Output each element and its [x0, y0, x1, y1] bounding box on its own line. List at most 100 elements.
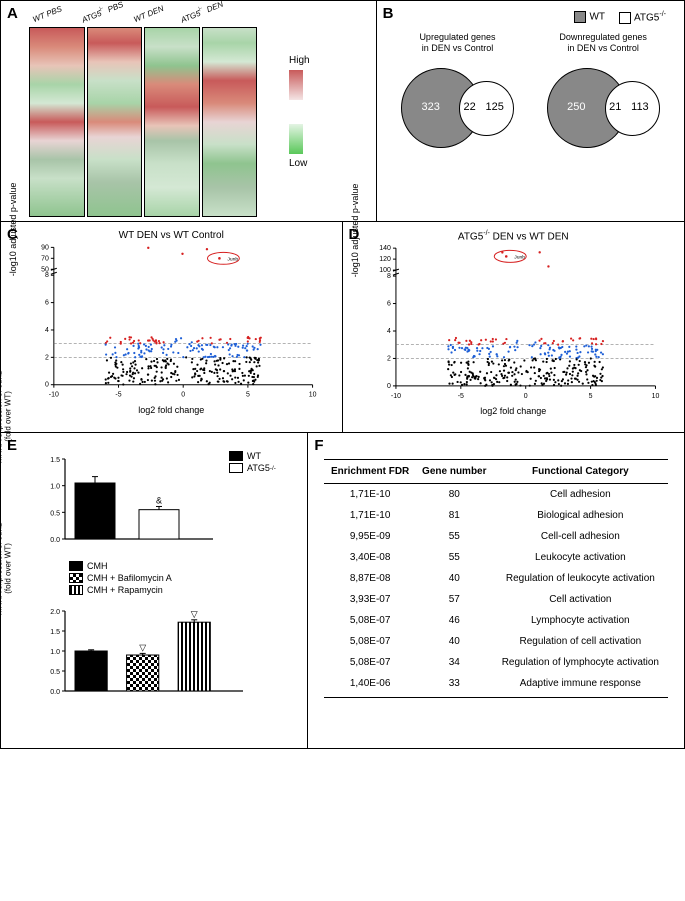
svg-text:-10: -10 [49, 392, 59, 399]
d-ylabel: -log10 adjusted p-value [350, 184, 360, 278]
svg-text:4: 4 [387, 328, 391, 335]
svg-text:0.5: 0.5 [50, 669, 60, 676]
d-xlabel: log2 fold change [351, 406, 677, 416]
svg-text:0.5: 0.5 [50, 510, 60, 517]
table-cell: 55 [416, 547, 493, 568]
svg-text:8: 8 [387, 273, 391, 280]
bar-chart-1: mRNA expression of JunB(fold over WT) 0.… [37, 451, 217, 551]
scatter-d: -log10 adjusted p-value -10-505100246810… [364, 244, 663, 404]
panel-f: F Enrichment FDRGene numberFunctional Ca… [308, 433, 684, 748]
legend-high-label: High [289, 55, 310, 66]
svg-text:-5: -5 [115, 392, 121, 399]
heatmap-legend: High Low [289, 55, 310, 169]
table-row: 1,71E-1080Cell adhesion [324, 484, 668, 506]
table-cell: 5,08E-07 [324, 610, 416, 631]
table-header: Enrichment FDR [324, 460, 416, 484]
legend-atg5: ATG5-/- [619, 11, 666, 24]
bar2-svg: 0.00.51.01.52.0▽▽ [37, 603, 247, 703]
heatmap-col-labels: WT PBS ATG5-/- PBS WT DEN ATG5-/- DEN [29, 15, 259, 25]
table-header: Functional Category [493, 460, 668, 484]
venn-up-title: Upregulated genesin DEN vs Control [397, 32, 517, 55]
svg-text:6: 6 [387, 301, 391, 308]
table-cell: 1,71E-10 [324, 505, 416, 526]
figure-container: A WT PBS ATG5-/- PBS WT DEN ATG5-/- DEN … [0, 0, 685, 749]
svg-text:140: 140 [379, 245, 391, 252]
venn-down-n2: 21 [609, 101, 621, 113]
table-cell: 33 [416, 673, 493, 698]
table-cell: Leukocyte activation [493, 547, 668, 568]
table-cell: 3,40E-08 [324, 547, 416, 568]
svg-text:1.5: 1.5 [50, 457, 60, 464]
enrichment-table: Enrichment FDRGene numberFunctional Cate… [324, 459, 668, 698]
scatter-c: -log10 adjusted p-value -10-505100246850… [22, 243, 321, 403]
svg-text:&: & [156, 495, 162, 505]
svg-text:Junb: Junb [227, 256, 238, 262]
hm-col-0 [29, 27, 85, 217]
svg-text:0.0: 0.0 [50, 689, 60, 696]
svg-text:2: 2 [45, 354, 49, 361]
bar1-leg-atg5: ATG5-/- [229, 463, 276, 473]
svg-text:-10: -10 [390, 393, 400, 400]
row-3: E mRNA expression of JunB(fold over WT) … [1, 433, 684, 748]
table-cell: Regulation of leukocyte activation [493, 568, 668, 589]
table-cell: 81 [416, 505, 493, 526]
svg-text:50: 50 [41, 266, 49, 273]
heatmap: WT PBS ATG5-/- PBS WT DEN ATG5-/- DEN [29, 27, 259, 217]
panel-f-label: F [314, 437, 323, 454]
svg-text:▽: ▽ [139, 642, 146, 652]
bar1-ylabel: mRNA expression of JunB(fold over WT) [0, 370, 13, 463]
table-cell: 8,87E-08 [324, 568, 416, 589]
bar2-legend: CMH CMH + Bafilomycin A CMH + Rapamycin [69, 561, 299, 595]
table-cell: Regulation of cell activation [493, 631, 668, 652]
svg-text:0: 0 [387, 383, 391, 390]
venn-up-n2: 22 [463, 101, 475, 113]
panel-c-title: WT DEN vs WT Control [9, 230, 334, 241]
svg-text:10: 10 [309, 392, 317, 399]
svg-text:120: 120 [379, 256, 391, 263]
table-header-row: Enrichment FDRGene numberFunctional Cate… [324, 460, 668, 484]
bar2-leg-cmh: CMH [69, 561, 299, 571]
table-cell: Cell-cell adhesion [493, 526, 668, 547]
bar-chart-1-block: mRNA expression of JunB(fold over WT) 0.… [37, 451, 299, 551]
hm-label-0: WT PBS [31, 4, 63, 24]
table-cell: Cell adhesion [493, 484, 668, 506]
hm-col-1 [87, 27, 143, 217]
table-cell: 5,08E-07 [324, 652, 416, 673]
table-row: 5,08E-0746Lymphocyte activation [324, 610, 668, 631]
hm-col-3 [202, 27, 258, 217]
gradient-low [289, 124, 303, 154]
svg-text:1.0: 1.0 [50, 649, 60, 656]
svg-text:100: 100 [379, 267, 391, 274]
bar-chart-2-block: mRNA expression of JunB(fold over WT) 0.… [37, 603, 299, 703]
hm-col-2 [144, 27, 200, 217]
table-cell: 1,40E-06 [324, 673, 416, 698]
svg-text:1.5: 1.5 [50, 629, 60, 636]
table-cell: Lymphocyte activation [493, 610, 668, 631]
table-cell: 40 [416, 631, 493, 652]
table-cell: 46 [416, 610, 493, 631]
svg-text:1.0: 1.0 [50, 484, 60, 491]
panel-b: B WT ATG5-/- Upregulated genesin DEN vs … [377, 1, 684, 221]
venn-down: Downregulated genesin DEN vs Control 250… [543, 32, 663, 153]
row-1: A WT PBS ATG5-/- PBS WT DEN ATG5-/- DEN … [1, 1, 684, 222]
bar1-leg-wt: WT [229, 451, 276, 461]
heatmap-wrap: WT PBS ATG5-/- PBS WT DEN ATG5-/- DEN Hi… [29, 7, 368, 217]
venn-up: Upregulated genesin DEN vs Control 323 2… [397, 32, 517, 153]
table-cell: 40 [416, 568, 493, 589]
venn-down-n3: 113 [631, 101, 649, 113]
svg-text:8: 8 [45, 272, 49, 279]
table-cell: Regulation of lymphocyte activation [493, 652, 668, 673]
venn-down-title: Downregulated genesin DEN vs Control [543, 32, 663, 55]
panel-a-label: A [7, 5, 18, 22]
bar2-leg-baf: CMH + Bafilomycin A [69, 573, 299, 583]
venn-down-n1: 250 [567, 101, 585, 113]
svg-text:-5: -5 [457, 393, 463, 400]
table-row: 8,87E-0840Regulation of leukocyte activa… [324, 568, 668, 589]
bar2-ylabel: mRNA expression of JunB(fold over WT) [0, 522, 13, 615]
svg-text:70: 70 [41, 255, 49, 262]
svg-text:5: 5 [588, 393, 592, 400]
legend-wt: WT [574, 11, 605, 24]
svg-text:0.0: 0.0 [50, 537, 60, 544]
panel-b-legend: WT ATG5-/- [385, 11, 666, 24]
heatmap-columns [29, 27, 259, 217]
